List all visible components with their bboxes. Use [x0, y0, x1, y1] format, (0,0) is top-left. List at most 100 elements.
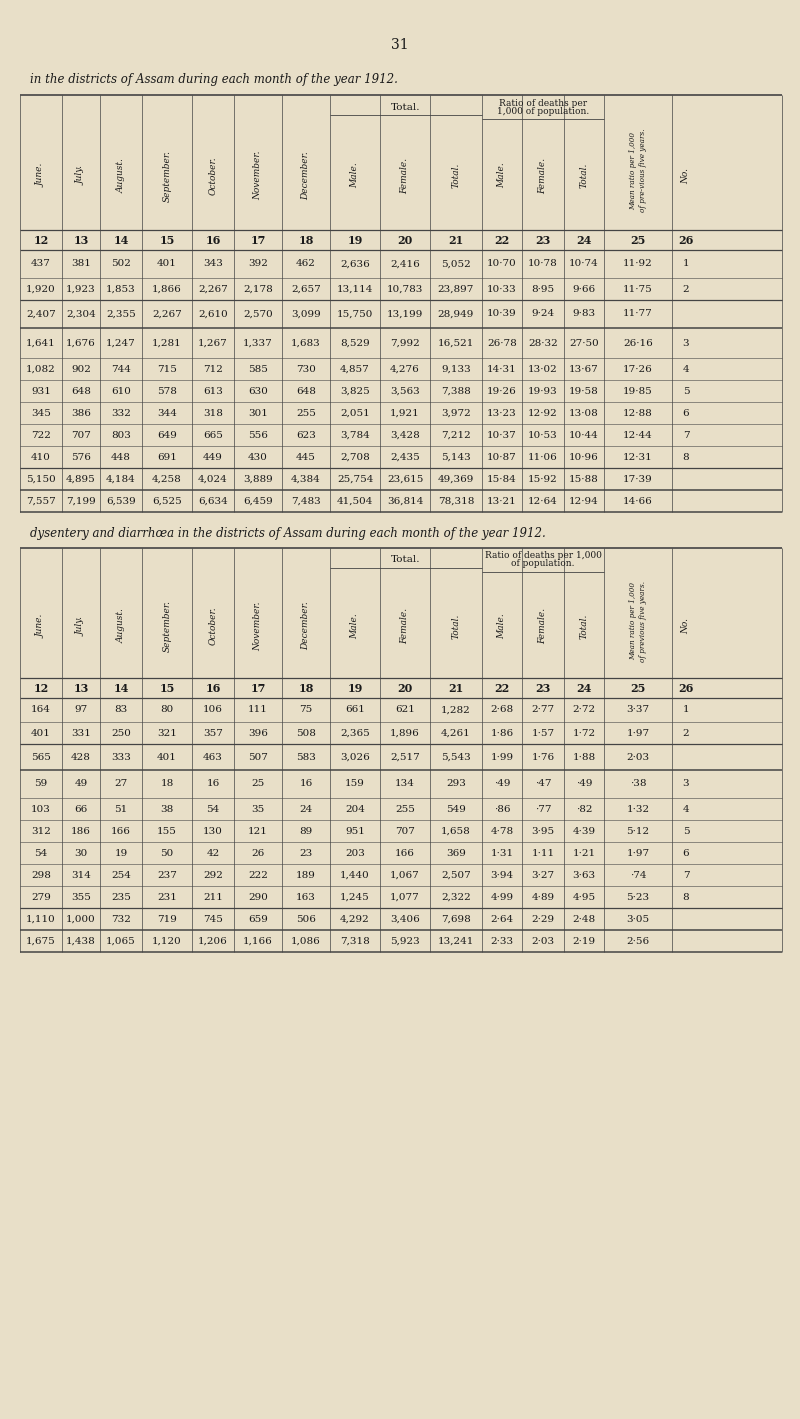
Text: 42: 42 — [206, 849, 220, 857]
Text: 4,276: 4,276 — [390, 365, 420, 373]
Text: 437: 437 — [31, 260, 51, 268]
Text: 26: 26 — [251, 849, 265, 857]
Text: 1·88: 1·88 — [573, 752, 595, 762]
Text: 27·50: 27·50 — [569, 339, 599, 348]
Text: 10·87: 10·87 — [487, 453, 517, 461]
Text: 1,676: 1,676 — [66, 339, 96, 348]
Text: 1·76: 1·76 — [531, 752, 554, 762]
Text: 507: 507 — [248, 752, 268, 762]
Text: 6: 6 — [682, 849, 690, 857]
Text: 2,657: 2,657 — [291, 284, 321, 294]
Text: 1·97: 1·97 — [626, 849, 650, 857]
Text: 10·37: 10·37 — [487, 430, 517, 440]
Text: December.: December. — [302, 602, 310, 650]
Text: 8·95: 8·95 — [531, 284, 554, 294]
Text: Mean ratio per 1,000
of pre-vious five years.: Mean ratio per 1,000 of pre-vious five y… — [630, 129, 646, 213]
Text: 343: 343 — [203, 260, 223, 268]
Text: 35: 35 — [251, 805, 265, 813]
Text: 19: 19 — [347, 234, 362, 245]
Text: 24: 24 — [576, 234, 592, 245]
Text: 11·77: 11·77 — [623, 309, 653, 318]
Text: 254: 254 — [111, 870, 131, 880]
Text: 10·74: 10·74 — [569, 260, 599, 268]
Text: 1,110: 1,110 — [26, 914, 56, 924]
Text: 21: 21 — [448, 683, 464, 694]
Text: 332: 332 — [111, 409, 131, 417]
Text: 1,065: 1,065 — [106, 937, 136, 945]
Text: 15: 15 — [159, 234, 174, 245]
Text: 392: 392 — [248, 260, 268, 268]
Text: 17·39: 17·39 — [623, 474, 653, 484]
Text: 2,407: 2,407 — [26, 309, 56, 318]
Text: 463: 463 — [203, 752, 223, 762]
Text: Ratio of deaths per: Ratio of deaths per — [499, 99, 587, 108]
Text: 2·29: 2·29 — [531, 914, 554, 924]
Text: 585: 585 — [248, 365, 268, 373]
Text: 250: 250 — [111, 728, 131, 738]
Text: 2,051: 2,051 — [340, 409, 370, 417]
Text: 23,615: 23,615 — [387, 474, 423, 484]
Text: 649: 649 — [157, 430, 177, 440]
Text: 401: 401 — [157, 752, 177, 762]
Text: 14·66: 14·66 — [623, 497, 653, 505]
Text: 355: 355 — [71, 893, 91, 901]
Text: 314: 314 — [71, 870, 91, 880]
Text: 715: 715 — [157, 365, 177, 373]
Text: 1: 1 — [682, 260, 690, 268]
Text: 41,504: 41,504 — [337, 497, 373, 505]
Text: 565: 565 — [31, 752, 51, 762]
Text: 17: 17 — [250, 683, 266, 694]
Text: 3,563: 3,563 — [390, 386, 420, 396]
Text: 23: 23 — [299, 849, 313, 857]
Text: 19: 19 — [347, 683, 362, 694]
Text: 203: 203 — [345, 849, 365, 857]
Text: Total.: Total. — [391, 102, 421, 112]
Text: August.: August. — [117, 158, 126, 193]
Text: 1,337: 1,337 — [243, 339, 273, 348]
Text: 1·32: 1·32 — [626, 805, 650, 813]
Text: 5·23: 5·23 — [626, 893, 650, 901]
Text: 166: 166 — [395, 849, 415, 857]
Text: 15·88: 15·88 — [569, 474, 599, 484]
Text: 159: 159 — [345, 779, 365, 789]
Text: August.: August. — [117, 609, 126, 643]
Text: 189: 189 — [296, 870, 316, 880]
Text: 4·89: 4·89 — [531, 893, 554, 901]
Text: 2: 2 — [682, 728, 690, 738]
Text: 8,529: 8,529 — [340, 339, 370, 348]
Text: 744: 744 — [111, 365, 131, 373]
Text: 83: 83 — [114, 705, 128, 715]
Text: 12·88: 12·88 — [623, 409, 653, 417]
Text: ·49: ·49 — [576, 779, 592, 789]
Text: 1,923: 1,923 — [66, 284, 96, 294]
Text: 5,143: 5,143 — [441, 453, 471, 461]
Text: 1,920: 1,920 — [26, 284, 56, 294]
Text: 3,889: 3,889 — [243, 474, 273, 484]
Text: 1,896: 1,896 — [390, 728, 420, 738]
Text: 7,388: 7,388 — [441, 386, 471, 396]
Text: 10·39: 10·39 — [487, 309, 517, 318]
Text: 2,322: 2,322 — [441, 893, 471, 901]
Text: 2,507: 2,507 — [441, 870, 471, 880]
Text: 951: 951 — [345, 826, 365, 836]
Text: 211: 211 — [203, 893, 223, 901]
Text: 902: 902 — [71, 365, 91, 373]
Text: 5,923: 5,923 — [390, 937, 420, 945]
Text: 1,675: 1,675 — [26, 937, 56, 945]
Text: 5: 5 — [682, 826, 690, 836]
Text: 9·83: 9·83 — [573, 309, 595, 318]
Text: 3: 3 — [682, 339, 690, 348]
Text: 28·32: 28·32 — [528, 339, 558, 348]
Text: 36,814: 36,814 — [387, 497, 423, 505]
Text: 298: 298 — [31, 870, 51, 880]
Text: 255: 255 — [296, 409, 316, 417]
Text: 301: 301 — [248, 409, 268, 417]
Text: 719: 719 — [157, 914, 177, 924]
Text: 25: 25 — [630, 683, 646, 694]
Text: 508: 508 — [296, 728, 316, 738]
Text: 164: 164 — [31, 705, 51, 715]
Text: 2·33: 2·33 — [490, 937, 514, 945]
Text: Ratio of deaths per 1,000: Ratio of deaths per 1,000 — [485, 552, 602, 561]
Text: 16: 16 — [299, 779, 313, 789]
Text: 19: 19 — [114, 849, 128, 857]
